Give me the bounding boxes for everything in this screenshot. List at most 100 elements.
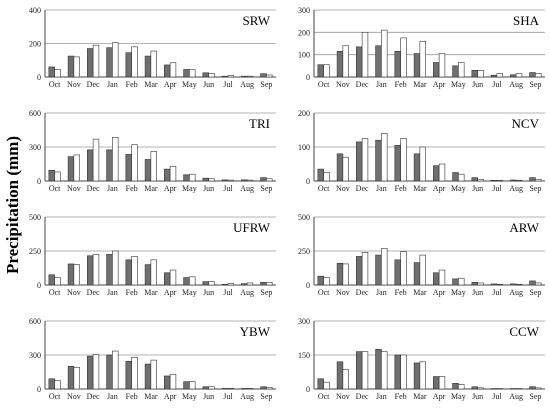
panel-title: ARW xyxy=(509,220,539,235)
x-tick-label: Mar xyxy=(413,80,427,89)
bar-light-oct xyxy=(54,69,61,78)
bar-dark-nov xyxy=(67,55,75,78)
bar-dark-aug xyxy=(241,283,248,286)
bar-light-mar xyxy=(150,50,157,78)
x-tick-label: Jul xyxy=(223,392,233,401)
bar-dark-dec xyxy=(87,255,94,286)
bar-light-aug xyxy=(515,284,523,286)
bar-dark-aug xyxy=(510,283,517,286)
bar-light-jul xyxy=(227,388,234,390)
x-tick-label: Jun xyxy=(472,184,483,193)
bar-dark-sep xyxy=(529,280,536,286)
bar-light-jun xyxy=(208,281,215,286)
x-tick-label: May xyxy=(451,184,466,193)
bar-dark-aug xyxy=(510,179,517,182)
x-tick-label: Jan xyxy=(376,392,387,401)
x-tick-label: Oct xyxy=(318,80,330,89)
bar-dark-mar xyxy=(413,362,421,390)
x-tick-label: May xyxy=(182,392,197,401)
x-tick-label: Jun xyxy=(472,80,483,89)
x-tick-label: Apr xyxy=(433,80,446,89)
x-tick-label: Aug xyxy=(240,392,254,401)
bar-dark-jan xyxy=(375,349,382,390)
x-tick-label: Jun xyxy=(472,392,483,401)
x-tick-label: Jan xyxy=(107,80,118,89)
y-tick-label: 0 xyxy=(306,281,310,290)
bar-dark-sep xyxy=(529,177,536,182)
x-tick-label: Apr xyxy=(164,80,177,89)
panel-ybw: 0 300 600 Oct Nov Dec Jan Feb Mar Apr May Jun Jul Aug… xyxy=(29,317,276,401)
bar-dark-jun xyxy=(202,281,209,286)
x-tick-label: Dec xyxy=(87,288,100,297)
x-tick-label: Aug xyxy=(509,80,523,89)
bar-light-oct xyxy=(323,381,330,390)
bar-dark-jul xyxy=(490,388,498,390)
bar-dark-jun xyxy=(471,177,478,182)
x-tick-label: Feb xyxy=(126,184,138,193)
bar-light-jul xyxy=(227,75,234,78)
bar-dark-feb xyxy=(394,145,401,182)
x-tick-label: Jul xyxy=(223,184,233,193)
bar-dark-dec xyxy=(87,149,94,182)
bar-dark-oct xyxy=(317,275,324,286)
bar-dark-mar xyxy=(144,363,152,390)
bar-dark-jul xyxy=(221,284,229,286)
x-tick-label: Sep xyxy=(260,392,272,401)
y-tick-label: 300 xyxy=(298,6,310,15)
bar-dark-jun xyxy=(471,386,478,390)
bar-light-jun xyxy=(477,282,484,286)
panel-title: YBW xyxy=(240,324,271,339)
bar-light-jun xyxy=(477,179,484,182)
bar-dark-sep xyxy=(260,281,267,286)
x-tick-label: Nov xyxy=(67,392,81,401)
y-tick-label: 500 xyxy=(298,213,310,222)
x-tick-label: Mar xyxy=(144,184,158,193)
bar-dark-jul xyxy=(221,179,229,182)
bar-light-mar xyxy=(419,40,426,78)
x-tick-label: Oct xyxy=(318,392,330,401)
bar-dark-may xyxy=(183,277,190,286)
bar-dark-nov xyxy=(336,361,344,390)
x-tick-label: Aug xyxy=(240,80,254,89)
y-tick-label: 0 xyxy=(37,177,41,186)
x-tick-label: Jun xyxy=(203,80,214,89)
bar-light-may xyxy=(458,62,465,78)
x-tick-label: Dec xyxy=(87,392,100,401)
x-tick-label: Feb xyxy=(395,288,407,297)
x-tick-label: Jul xyxy=(492,80,502,89)
panel-ufrw: 0 250 500 Oct Nov Dec Jan Feb Mar Apr May Jun Jul Aug… xyxy=(29,213,276,297)
bar-light-aug xyxy=(246,75,254,78)
bar-dark-mar xyxy=(413,53,421,78)
bar-dark-apr xyxy=(164,375,171,390)
panel-title: CCW xyxy=(509,324,539,339)
bar-dark-oct xyxy=(317,64,324,78)
bar-light-feb xyxy=(131,144,138,182)
y-tick-label: 300 xyxy=(29,351,41,360)
bar-light-oct xyxy=(323,64,330,78)
bar-light-mar xyxy=(419,254,426,286)
bar-dark-aug xyxy=(241,388,248,390)
y-tick-label: 0 xyxy=(306,385,310,394)
x-tick-label: Aug xyxy=(509,392,523,401)
x-tick-label: Nov xyxy=(67,80,81,89)
bar-light-oct xyxy=(54,171,61,182)
bar-dark-jul xyxy=(490,283,498,286)
x-tick-label: Mar xyxy=(413,392,427,401)
x-tick-label: Sep xyxy=(260,80,272,89)
bar-dark-dec xyxy=(87,355,94,390)
bar-dark-mar xyxy=(413,153,421,182)
bar-light-jan xyxy=(381,29,388,78)
bar-light-feb xyxy=(400,354,407,390)
bar-light-may xyxy=(189,173,196,182)
panel-sha: 0 100 200 300 Oct Nov Dec Jan Feb Mar Apr May Jun Jul… xyxy=(298,6,545,89)
x-tick-label: Nov xyxy=(67,184,81,193)
x-tick-label: Dec xyxy=(356,392,369,401)
x-tick-label: Dec xyxy=(87,184,100,193)
bar-dark-oct xyxy=(48,378,55,390)
bar-light-jan xyxy=(112,250,119,286)
x-tick-label: Jan xyxy=(376,288,387,297)
x-tick-label: Jun xyxy=(203,184,214,193)
bar-dark-jan xyxy=(106,354,113,390)
x-tick-label: Jun xyxy=(472,288,483,297)
panel-tri: 0 300 600 Oct Nov Dec Jan Feb Mar Apr May Jun Jul Aug… xyxy=(29,109,276,193)
